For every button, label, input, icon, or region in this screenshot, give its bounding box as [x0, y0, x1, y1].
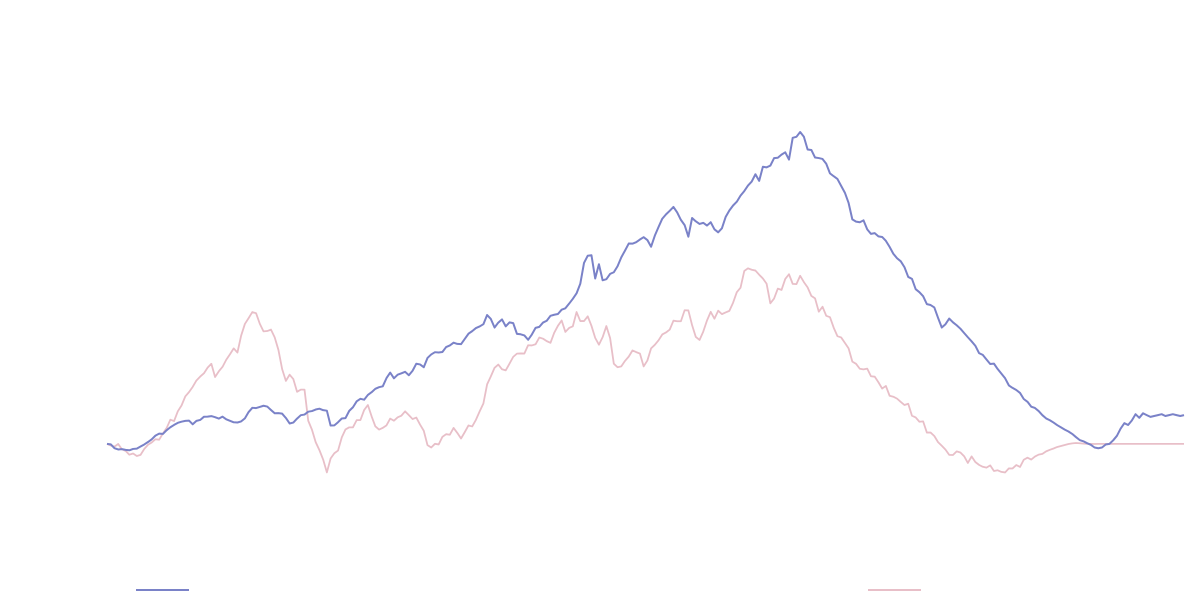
series-line-1	[106, 267, 1184, 474]
series-line-0	[106, 131, 1185, 452]
plot-area	[106, 131, 1185, 474]
